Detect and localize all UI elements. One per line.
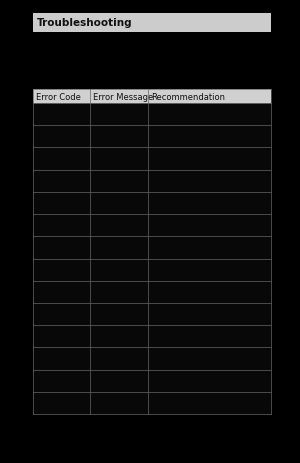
Text: Recommendation: Recommendation [151, 92, 225, 101]
Bar [33, 14, 271, 33]
Bar [33, 392, 271, 414]
Bar [33, 104, 271, 126]
Bar [33, 90, 271, 104]
Bar [33, 170, 271, 193]
Bar [33, 370, 271, 392]
Bar [33, 348, 271, 370]
Bar [33, 303, 271, 325]
Bar [33, 281, 271, 303]
Text: Troubleshooting: Troubleshooting [37, 19, 133, 28]
Bar [33, 259, 271, 281]
Bar [33, 193, 271, 215]
Bar [33, 126, 271, 148]
Bar [33, 325, 271, 348]
Bar [33, 237, 271, 259]
Bar [33, 148, 271, 170]
Text: Error Code: Error Code [36, 92, 81, 101]
Text: Error Message: Error Message [93, 92, 153, 101]
Bar [33, 215, 271, 237]
